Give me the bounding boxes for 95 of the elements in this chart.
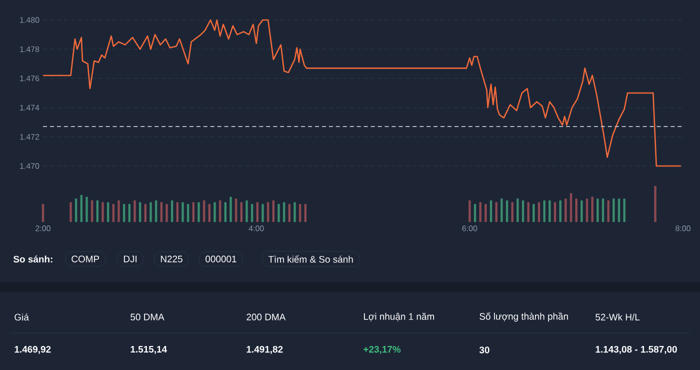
bar bbox=[86, 196, 88, 222]
bar bbox=[516, 198, 519, 222]
bar bbox=[218, 200, 222, 222]
bar bbox=[262, 204, 264, 222]
bar bbox=[618, 198, 620, 222]
bar bbox=[272, 200, 275, 222]
bar bbox=[548, 200, 551, 222]
bar bbox=[138, 202, 142, 222]
bar bbox=[224, 202, 227, 222]
bar bbox=[596, 198, 599, 222]
text: 1.491,82 bbox=[246, 346, 283, 354]
text: 1.515,14 bbox=[130, 346, 167, 354]
bar bbox=[506, 200, 508, 222]
bar bbox=[202, 200, 206, 222]
bar bbox=[208, 204, 211, 222]
bar bbox=[570, 193, 572, 222]
bar bbox=[474, 204, 476, 222]
text: +23,17% bbox=[364, 346, 401, 354]
bar bbox=[154, 200, 158, 222]
text: Giá bbox=[14, 313, 29, 321]
bar bbox=[160, 202, 163, 222]
bar bbox=[70, 202, 72, 222]
bar bbox=[580, 200, 583, 222]
bar bbox=[575, 198, 578, 222]
text: 1.143,08 - 1.587,00 bbox=[596, 346, 677, 354]
bar bbox=[128, 204, 130, 222]
bar bbox=[623, 198, 626, 222]
text: 30 bbox=[479, 346, 490, 354]
text: COMP bbox=[72, 256, 100, 262]
bar bbox=[102, 202, 104, 222]
bar bbox=[468, 200, 471, 222]
bar bbox=[42, 204, 44, 222]
bar bbox=[559, 200, 562, 222]
bar bbox=[298, 204, 302, 222]
text: 50 DMA bbox=[130, 314, 164, 320]
text: 1.469,92 bbox=[14, 346, 51, 354]
bar bbox=[214, 202, 216, 222]
bar bbox=[176, 202, 179, 222]
bar bbox=[106, 202, 110, 222]
text: Số lượng thành phần bbox=[480, 312, 568, 322]
bar bbox=[250, 204, 254, 222]
bar bbox=[122, 204, 126, 222]
bar bbox=[511, 202, 514, 222]
text: Lợi nhuận 1 năm bbox=[364, 312, 434, 322]
bar bbox=[527, 202, 530, 222]
bar bbox=[607, 200, 610, 222]
text: 200 DMA bbox=[246, 314, 286, 320]
bar bbox=[282, 202, 286, 222]
bar bbox=[230, 196, 232, 222]
bar bbox=[74, 198, 78, 222]
bar bbox=[234, 198, 238, 222]
bar bbox=[495, 202, 498, 222]
bar bbox=[90, 200, 94, 222]
text: N225 bbox=[160, 256, 182, 262]
bar bbox=[602, 198, 604, 222]
bar bbox=[591, 196, 594, 222]
bar bbox=[150, 202, 152, 222]
bar bbox=[479, 202, 482, 222]
bar bbox=[80, 195, 82, 222]
bar bbox=[170, 200, 174, 222]
bar bbox=[532, 204, 535, 222]
bar bbox=[198, 202, 200, 222]
bar bbox=[554, 202, 556, 222]
bar bbox=[612, 198, 615, 222]
bar bbox=[96, 200, 98, 222]
text: 52-Wk H/L bbox=[596, 314, 640, 320]
bar bbox=[294, 202, 296, 222]
bar bbox=[256, 202, 259, 222]
bar bbox=[500, 198, 503, 222]
bar bbox=[144, 204, 146, 222]
text: So sánh: bbox=[13, 255, 52, 263]
bar bbox=[278, 204, 280, 222]
text: Tìm kiếm & So sánh bbox=[268, 255, 353, 263]
bar bbox=[166, 204, 168, 222]
bar bbox=[182, 202, 184, 222]
bar bbox=[654, 186, 656, 222]
bar bbox=[304, 204, 307, 222]
bar bbox=[240, 202, 243, 222]
bar bbox=[564, 198, 567, 222]
text: 000001 bbox=[206, 256, 236, 262]
bar bbox=[118, 200, 120, 222]
bar bbox=[134, 200, 136, 222]
bar bbox=[538, 202, 540, 222]
bar bbox=[112, 204, 114, 222]
bar bbox=[266, 202, 270, 222]
bar bbox=[192, 202, 195, 222]
bar bbox=[543, 200, 546, 222]
text: DJI bbox=[124, 256, 136, 262]
bar bbox=[246, 200, 248, 222]
bar bbox=[186, 204, 190, 222]
bar bbox=[522, 200, 524, 222]
bar bbox=[484, 204, 487, 222]
bar bbox=[288, 204, 291, 222]
bar bbox=[586, 198, 588, 222]
bar bbox=[490, 200, 492, 222]
